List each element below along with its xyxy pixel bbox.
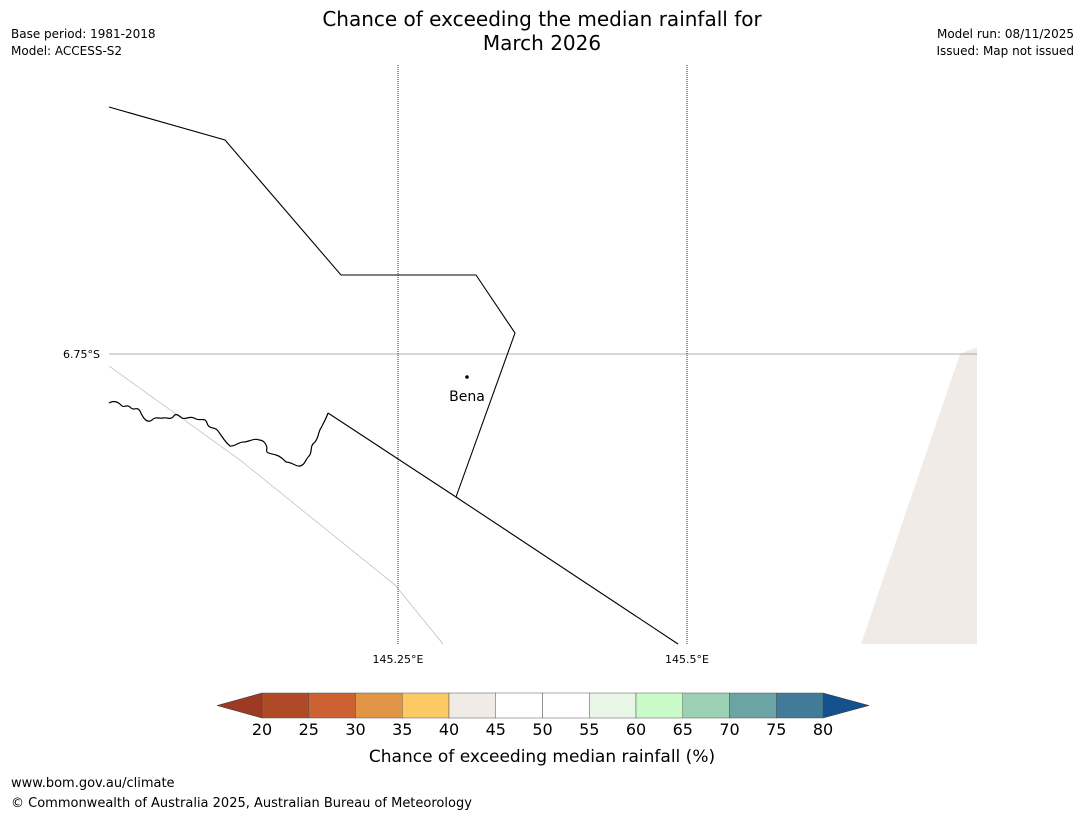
- website-link[interactable]: www.bom.gov.au/climate: [11, 776, 175, 791]
- colorbar-tick-label: 20: [252, 720, 272, 739]
- colorbar-segment: [589, 692, 637, 719]
- colorbar-tick-label: 70: [719, 720, 739, 739]
- colorbar-over-arrow: [822, 692, 870, 719]
- colorbar-tick-label: 30: [345, 720, 365, 739]
- longitude-label-2: 145.5°E: [665, 653, 709, 666]
- header-right-info: Model run: 08/11/2025 Issued: Map not is…: [936, 26, 1074, 60]
- colorbar-segment: [402, 692, 450, 719]
- district-boundary-north: [108, 106, 516, 498]
- river-line: [108, 400, 329, 467]
- colorbar-segment: [682, 692, 730, 719]
- map-title-line2: March 2026: [482, 31, 602, 55]
- copyright-text: © Commonwealth of Australia 2025, Austra…: [11, 796, 472, 811]
- model-text: Model: ACCESS-S2: [11, 44, 123, 58]
- map-title: Chance of exceeding the median rainfall …: [242, 7, 842, 55]
- colorbar-under-arrow: [216, 692, 263, 719]
- colorbar-tick-label: 50: [532, 720, 552, 739]
- colorbar-tick-label: 25: [299, 720, 319, 739]
- colorbar-tick-label: 60: [626, 720, 646, 739]
- issued-text: Issued: Map not issued: [936, 44, 1074, 58]
- land-area-right: [861, 347, 977, 644]
- footer: www.bom.gov.au/climate © Commonwealth of…: [11, 774, 472, 814]
- model-run-text: Model run: 08/11/2025: [936, 27, 1074, 41]
- colorbar-segment: [776, 692, 824, 719]
- colorbar-legend: 20 25 30 35 40 45 50 55 60 65 70 75 80 Chance of exc…: [216, 692, 870, 767]
- map-title-line1: Chance of exceeding the median rainfall …: [322, 7, 762, 31]
- colorbar-segment: [495, 692, 543, 719]
- bena-label: Bena: [449, 389, 485, 405]
- district-boundary-south: [327, 412, 679, 645]
- colorbar-tick-label: 65: [673, 720, 693, 739]
- colorbar-tick-label: 55: [579, 720, 599, 739]
- header-left-info: Base period: 1981-2018 Model: ACCESS-S2: [11, 26, 156, 60]
- colorbar-tick-label: 75: [766, 720, 786, 739]
- base-period-text: Base period: 1981-2018: [11, 27, 156, 41]
- colorbar-tick-label: 80: [813, 720, 833, 739]
- colorbar-segment: [448, 692, 496, 719]
- colorbar-tick-label: 35: [392, 720, 412, 739]
- latitude-label: 6.75°S: [63, 348, 100, 361]
- bena-location-marker: [465, 375, 469, 379]
- longitude-label-1: 145.25°E: [373, 653, 424, 666]
- colorbar-axis-label: Chance of exceeding median rainfall (%): [369, 747, 715, 767]
- colorbar-tick-label: 45: [486, 720, 506, 739]
- colorbar-segment: [308, 692, 356, 719]
- colorbar-segment: [355, 692, 403, 719]
- faint-boundary-line: [108, 365, 444, 645]
- colorbar-tick-label: 40: [439, 720, 459, 739]
- colorbar-segment: [261, 692, 309, 719]
- colorbar-segment: [635, 692, 683, 719]
- colorbar-segment: [542, 692, 590, 719]
- colorbar-segment: [729, 692, 777, 719]
